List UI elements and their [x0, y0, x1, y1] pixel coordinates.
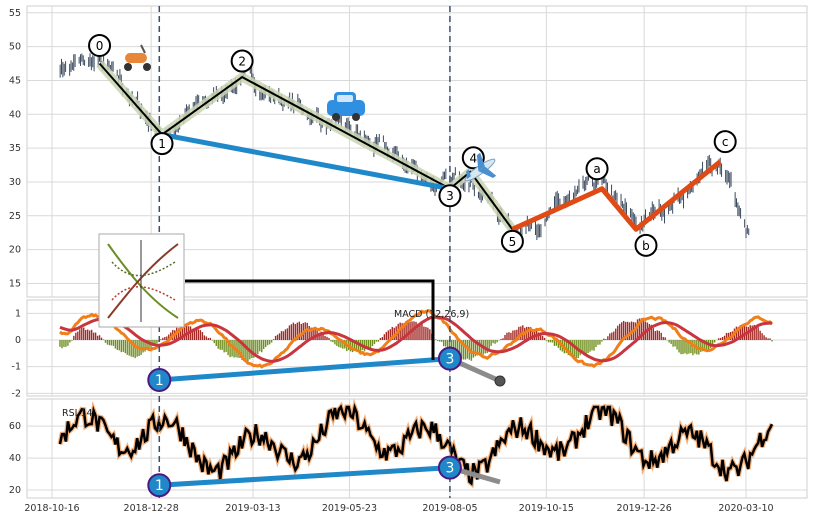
macd-line	[59, 309, 774, 369]
car-wheel	[332, 113, 340, 121]
divergence-label-circle	[437, 346, 462, 371]
inset-thumbnail	[98, 233, 185, 328]
y-tick-label: 35	[9, 143, 21, 154]
scooter-icon	[124, 44, 151, 71]
labels: 2018-10-16 2018-12-28 2019-03-13 2019-05-23…	[9, 8, 774, 514]
wave-label-circle	[438, 184, 462, 208]
wave-label: 3	[446, 189, 454, 203]
car-icon	[327, 92, 365, 121]
overlays: 0 1 2 3 4 5 a b c 1 3 1 3	[88, 6, 737, 498]
divergence-label: 1	[155, 373, 164, 389]
wave-label: 4	[469, 151, 477, 165]
wave-label: c	[722, 135, 729, 149]
divergence-label-circle	[147, 368, 172, 392]
scooter-wheel	[143, 63, 151, 71]
x-tick-label: 2018-12-28	[124, 503, 179, 514]
divergence-label: 1	[155, 478, 164, 494]
y-tick-label: 15	[9, 278, 21, 289]
divergence-label: 3	[445, 352, 454, 368]
y-tick-label: -1	[12, 362, 21, 373]
signal-line	[59, 315, 773, 363]
wave-label: b	[642, 239, 650, 253]
wave-label-circle	[634, 233, 658, 257]
corrective-wave-line	[511, 159, 722, 232]
connector-line	[185, 279, 435, 360]
scooter-body	[125, 53, 147, 63]
wave-label-circle	[88, 34, 112, 58]
divergence-label-circle	[437, 455, 462, 480]
y-tick-label: 20	[9, 485, 21, 496]
y-tick-label: 40	[9, 453, 21, 464]
y-tick-label: 50	[9, 42, 21, 53]
wave-label: 1	[158, 137, 166, 151]
divergence-end-dot	[494, 375, 506, 387]
macd-title: MACD (12,26,9)	[394, 309, 469, 320]
car-window	[337, 95, 353, 102]
x-tick-label: 2019-05-23	[322, 503, 377, 514]
x-tick-label: 2018-10-16	[24, 503, 79, 514]
wave-label: 5	[509, 235, 517, 249]
y-tick-label: -2	[12, 388, 21, 399]
rsi-line	[58, 402, 774, 486]
wave-label-circle	[230, 49, 254, 73]
y-tick-label: 20	[9, 245, 21, 256]
airplane-icon	[464, 152, 497, 182]
wave-label-circle	[500, 229, 524, 253]
x-tick-label: 2019-03-13	[225, 503, 280, 514]
scooter-handle	[140, 44, 146, 54]
airplane-wing	[478, 166, 497, 179]
x-tick-label: 2019-10-15	[519, 503, 574, 514]
y-tick-label: 55	[9, 8, 21, 19]
y-tick-label: 45	[9, 75, 21, 86]
divergence-line	[159, 465, 451, 488]
x-tick-label: 2019-08-05	[422, 503, 477, 514]
airplane-wing	[476, 152, 485, 172]
y-tick-label: 0	[15, 335, 21, 346]
car-body	[327, 100, 365, 116]
divergence-line	[159, 356, 451, 383]
wave-label: a	[593, 162, 600, 176]
y-tick-label: 25	[9, 211, 21, 222]
y-tick-label: 60	[9, 421, 21, 432]
x-tick-label: 2020-03-10	[718, 503, 773, 514]
divergence-label: 3	[445, 461, 454, 477]
y-tick-label: 30	[9, 177, 21, 188]
scooter-wheel	[124, 63, 132, 71]
wave-label: 0	[96, 39, 104, 53]
airplane-tail	[466, 169, 471, 180]
rsi-panel	[26, 398, 808, 499]
wave-label-circle	[585, 157, 609, 181]
wave-label-circle	[150, 132, 174, 156]
y-tick-label: 40	[9, 109, 21, 120]
car-wheel	[352, 113, 360, 121]
y-tick-label: 1	[15, 308, 21, 319]
trend-line	[161, 132, 451, 192]
impulse-wave-line	[98, 62, 514, 230]
rsi-title: RSI 14	[62, 408, 93, 419]
wave-label-circle	[713, 130, 737, 154]
x-tick-label: 2019-12-26	[617, 503, 672, 514]
wave-label: 2	[238, 55, 246, 69]
divergence-label-circle	[147, 473, 172, 498]
